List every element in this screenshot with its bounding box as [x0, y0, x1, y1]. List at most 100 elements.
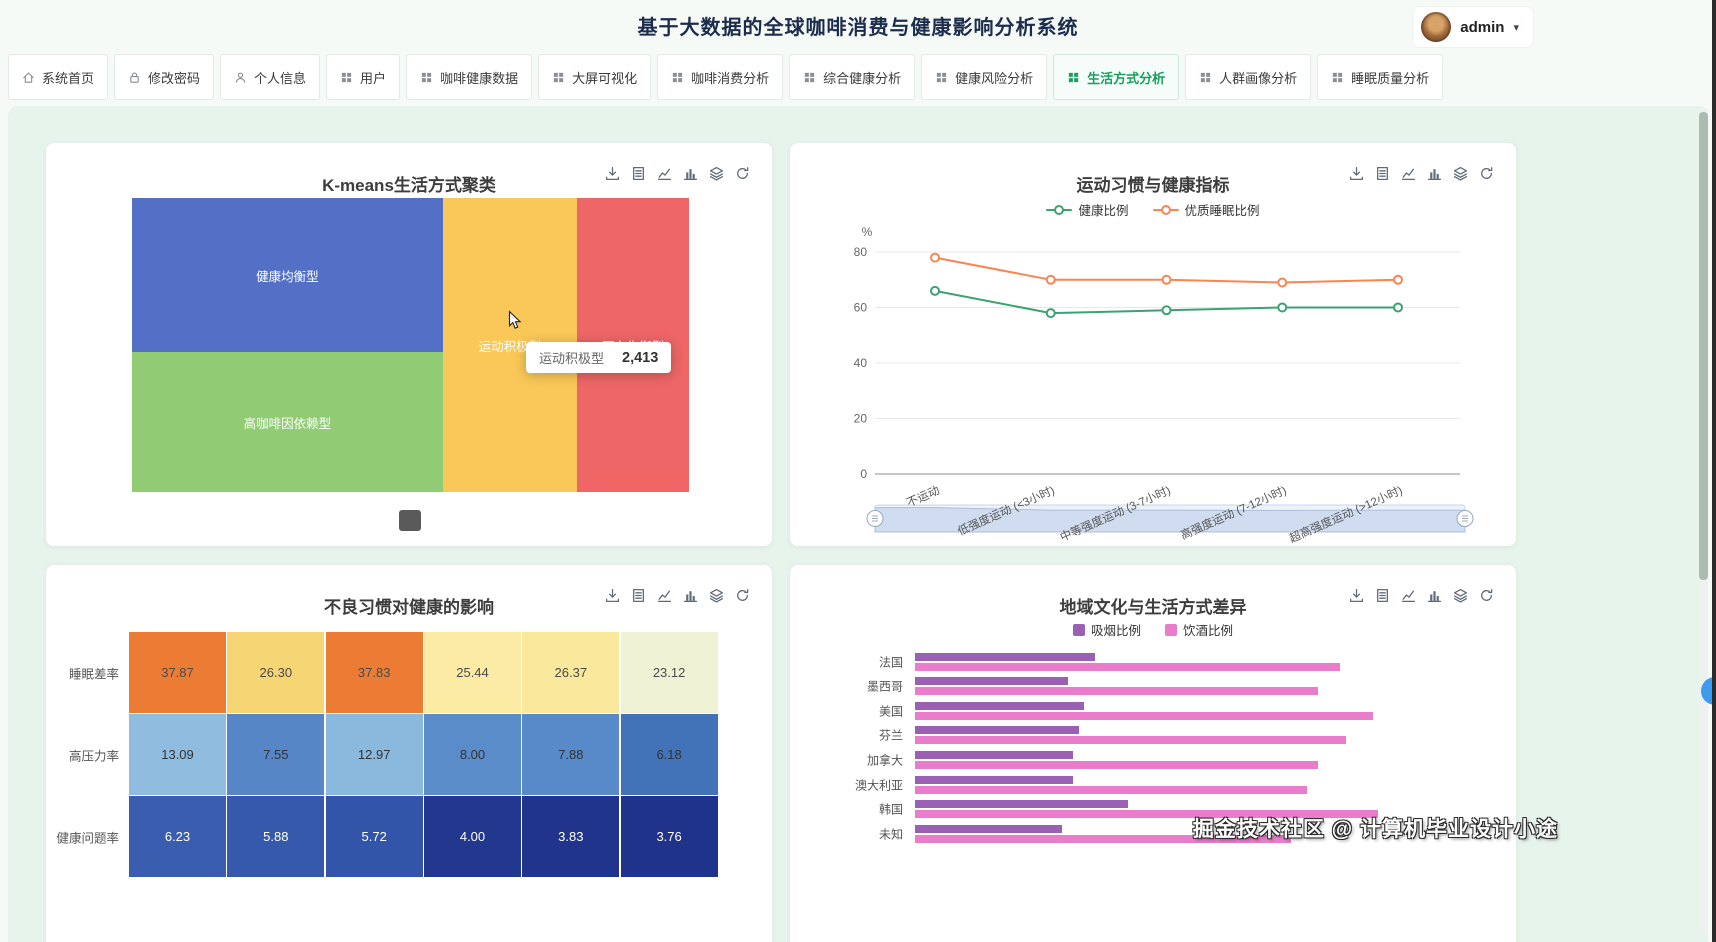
bar-category-label: 加拿大 — [866, 753, 903, 768]
bar-drinking — [915, 810, 1378, 819]
nav-tab-10[interactable]: 人群画像分析 — [1185, 54, 1312, 100]
heatmap-cell: 26.37 — [522, 632, 620, 713]
screen-edge — [1712, 0, 1716, 942]
nav-tab-2[interactable]: 个人信息 — [220, 54, 321, 100]
bar-drinking — [915, 662, 1340, 671]
heatmap-cell: 23.12 — [620, 632, 718, 713]
data-view-icon[interactable] — [1375, 166, 1390, 181]
legend-item[interactable]: 健康比例 — [1046, 200, 1129, 219]
bar-category-label: 法国 — [878, 655, 903, 669]
refresh-icon[interactable] — [735, 588, 750, 603]
nav-tab-3[interactable]: 用户 — [326, 54, 401, 100]
panel-exercise-health: 运动习惯与健康指标 健康比例 优质睡眠比例 0 20 40 60 80% 不运动 低强度运… — [790, 143, 1516, 546]
treemap-node-0[interactable]: 健康均衡型 — [132, 198, 443, 353]
refresh-icon[interactable] — [1479, 166, 1494, 181]
stack-icon[interactable] — [709, 588, 724, 603]
panel-bad-habits-heatmap: 不良习惯对健康的影响 睡眠差率 高压力率 健康问题率 37.87 26.30 37.83… — [46, 565, 772, 942]
bar-drinking — [915, 760, 1318, 769]
nav-tab-label: 个人信息 — [254, 70, 307, 86]
bar-category-label: 澳大利亚 — [854, 778, 903, 792]
nav-tab-label: 修改密码 — [148, 70, 201, 86]
bar-chart-icon[interactable] — [1427, 588, 1442, 603]
nav-tab-label: 人群画像分析 — [1219, 70, 1298, 86]
heatmap-cell: 5.72 — [325, 796, 423, 877]
tooltip-label: 运动积极型 — [539, 351, 605, 366]
data-view-icon[interactable] — [631, 166, 646, 181]
chart-toolbox — [605, 166, 750, 181]
download-icon[interactable] — [1349, 588, 1364, 603]
mouse-cursor — [508, 310, 523, 336]
nav-tab-1[interactable]: 修改密码 — [114, 54, 215, 100]
bar-smoking — [915, 800, 1128, 809]
avatar[interactable] — [1421, 12, 1452, 42]
data-view-icon[interactable] — [1375, 588, 1390, 603]
legend-marker — [1165, 623, 1177, 636]
nav-tab-0[interactable]: 系统首页 — [8, 54, 109, 100]
heatmap-cell: 26.30 — [227, 632, 325, 713]
nav-tab-label: 睡眠质量分析 — [1351, 70, 1430, 86]
line-chart-icon[interactable] — [657, 588, 672, 603]
line-chart-icon[interactable] — [657, 166, 672, 181]
nav-tab-11[interactable]: 睡眠质量分析 — [1317, 54, 1444, 100]
nav-tab-7[interactable]: 综合健康分析 — [789, 54, 916, 100]
bar-category-label: 美国 — [878, 704, 903, 719]
svg-text:20: 20 — [854, 412, 868, 426]
bar-category-label: 未知 — [878, 827, 903, 842]
refresh-icon[interactable] — [1479, 588, 1494, 603]
line-chart-icon[interactable] — [1401, 166, 1416, 181]
bar-chart-icon[interactable] — [683, 588, 698, 603]
nav-tab-9[interactable]: 生活方式分析 — [1053, 54, 1180, 100]
refresh-icon[interactable] — [735, 166, 750, 181]
tooltip-value: 2,413 — [622, 349, 659, 366]
svg-text:80: 80 — [854, 245, 868, 259]
bar-chart-icon[interactable] — [1427, 166, 1442, 181]
grid-icon — [935, 71, 948, 84]
nav-tab-8[interactable]: 健康风险分析 — [921, 54, 1048, 100]
stack-icon[interactable] — [709, 166, 724, 181]
panel-title: 地域文化与生活方式差异 — [1059, 598, 1247, 617]
treemap-node-1[interactable]: 高咖啡因依赖型 — [132, 352, 443, 492]
treemap-node-label: 运动积极型 — [478, 339, 542, 354]
heatmap-cell: 3.76 — [620, 796, 718, 877]
heatmap-cell: 6.18 — [620, 714, 718, 795]
line-chart-icon[interactable] — [1401, 588, 1416, 603]
data-view-icon[interactable] — [631, 588, 646, 603]
bar-chart-icon[interactable] — [683, 166, 698, 181]
download-icon[interactable] — [1349, 166, 1364, 181]
panel-title: 不良习惯对健康的影响 — [324, 598, 494, 617]
heatmap-cell: 13.09 — [129, 714, 227, 795]
treemap-breadcrumb[interactable] — [399, 510, 421, 531]
heatmap-cell: 5.88 — [227, 796, 325, 877]
grid-icon — [552, 71, 565, 84]
nav-tab-4[interactable]: 咖啡健康数据 — [406, 54, 533, 100]
grid-icon — [1067, 71, 1080, 84]
caret-down-icon: ▾ — [1513, 21, 1519, 34]
bar-category-label: 墨西哥 — [866, 679, 903, 694]
legend-item[interactable]: 饮酒比例 — [1165, 620, 1233, 639]
scrollbar-thumb[interactable] — [1699, 112, 1708, 580]
grid-icon — [671, 71, 684, 84]
nav-tab-6[interactable]: 咖啡消费分析 — [657, 54, 784, 100]
legend-label: 优质睡眠比例 — [1184, 204, 1260, 218]
heatmap-cell: 3.83 — [522, 796, 620, 877]
page-title: 基于大数据的全球咖啡消费与健康影响分析系统 — [637, 16, 1079, 39]
bar-drinking — [915, 736, 1346, 745]
bar-smoking — [915, 677, 1068, 686]
stack-icon[interactable] — [1453, 166, 1468, 181]
panel-title: 运动习惯与健康指标 — [1076, 176, 1230, 195]
nav-tab-label: 用户 — [360, 70, 387, 86]
nav-tab-label: 系统首页 — [42, 70, 95, 86]
nav-tab-5[interactable]: 大屏可视化 — [538, 54, 652, 100]
user-menu[interactable]: admin ▾ — [1412, 6, 1534, 48]
legend-item[interactable]: 吸烟比例 — [1072, 620, 1141, 639]
bar-legend: 吸烟比例 饮酒比例 — [790, 620, 1516, 639]
heatmap-cell: 8.00 — [424, 714, 522, 795]
download-icon[interactable] — [605, 166, 620, 181]
chart-toolbox — [605, 588, 750, 603]
heatmap-cell: 4.00 — [424, 796, 522, 877]
panel-region-lifestyle: 地域文化与生活方式差异 吸烟比例 饮酒比例 法国 墨西哥 美国 芬兰 加拿大 澳大利亚 韩国… — [790, 565, 1516, 942]
download-icon[interactable] — [605, 588, 620, 603]
legend-item[interactable]: 优质睡眠比例 — [1152, 200, 1260, 219]
stack-icon[interactable] — [1453, 588, 1468, 603]
